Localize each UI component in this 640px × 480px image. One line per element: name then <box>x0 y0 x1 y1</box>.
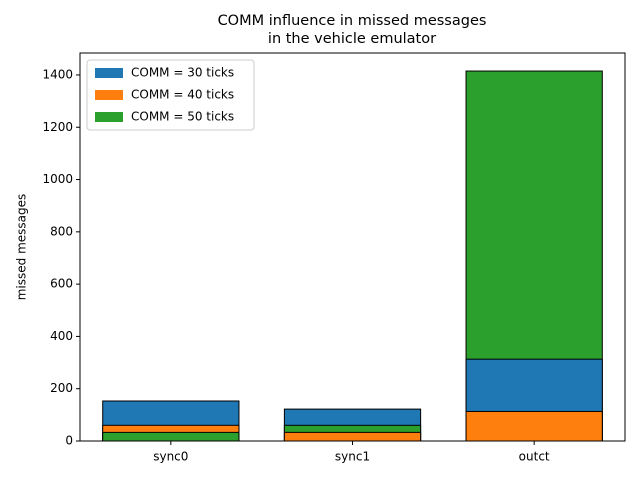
y-axis-label: missed messages <box>15 194 29 301</box>
x-tick-label: sync1 <box>335 450 370 464</box>
y-tick-label: 800 <box>50 224 73 238</box>
axes-frame <box>79 52 626 442</box>
y-tick-label: 400 <box>50 329 73 343</box>
y-tick-label: 0 <box>65 434 73 448</box>
legend-box <box>86 59 255 131</box>
legend-label: COMM = 40 ticks <box>131 88 234 102</box>
legend-label: COMM = 50 ticks <box>131 110 234 124</box>
y-tick-label: 1200 <box>42 120 73 134</box>
bar <box>102 431 240 442</box>
legend-swatch <box>95 68 123 78</box>
y-tick-label: 1000 <box>42 172 73 186</box>
x-tick-label: outct <box>519 450 550 464</box>
x-tick-label: sync0 <box>153 450 188 464</box>
bar <box>465 410 603 442</box>
legend-swatch <box>95 112 123 122</box>
chart-title: COMM influence in missed messages <box>218 13 487 29</box>
y-tick-label: 1400 <box>42 67 73 81</box>
y-tick-label: 200 <box>50 381 73 395</box>
legend-swatch <box>95 90 123 100</box>
chart-title: in the vehicle emulator <box>268 31 436 47</box>
legend-label: COMM = 30 ticks <box>131 66 234 80</box>
y-tick-label: 600 <box>50 277 73 291</box>
bar <box>283 431 422 442</box>
